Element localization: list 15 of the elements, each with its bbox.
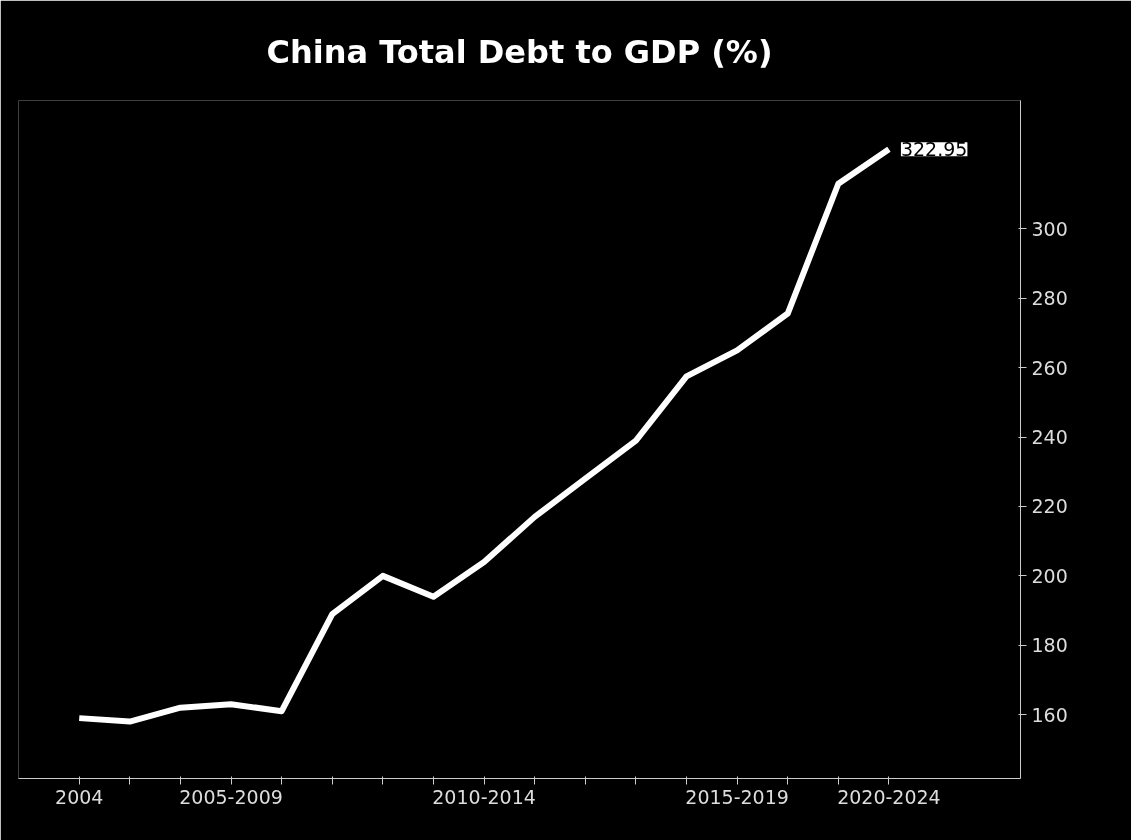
chart-title: China Total Debt to GDP (%) (266, 32, 773, 71)
y-tick-label: 180 (1031, 634, 1068, 657)
x-tick-label: 2005-2009 (179, 785, 283, 808)
y-tick-label: 220 (1031, 495, 1068, 518)
x-tick-label: 2020-2024 (837, 785, 941, 808)
y-tick-label: 200 (1031, 564, 1068, 587)
y-tick-label: 260 (1031, 356, 1068, 379)
x-tick-label: 2015-2019 (685, 785, 789, 808)
x-tick-label: 2010-2014 (432, 785, 536, 808)
y-tick-label: 280 (1031, 287, 1068, 310)
y-tick-label: 240 (1031, 426, 1068, 449)
y-tick-label: 300 (1031, 217, 1068, 240)
data-label: 322.95 (900, 138, 968, 161)
y-tick-label: 160 (1031, 703, 1068, 726)
x-tick-label: 2004 (55, 785, 104, 808)
